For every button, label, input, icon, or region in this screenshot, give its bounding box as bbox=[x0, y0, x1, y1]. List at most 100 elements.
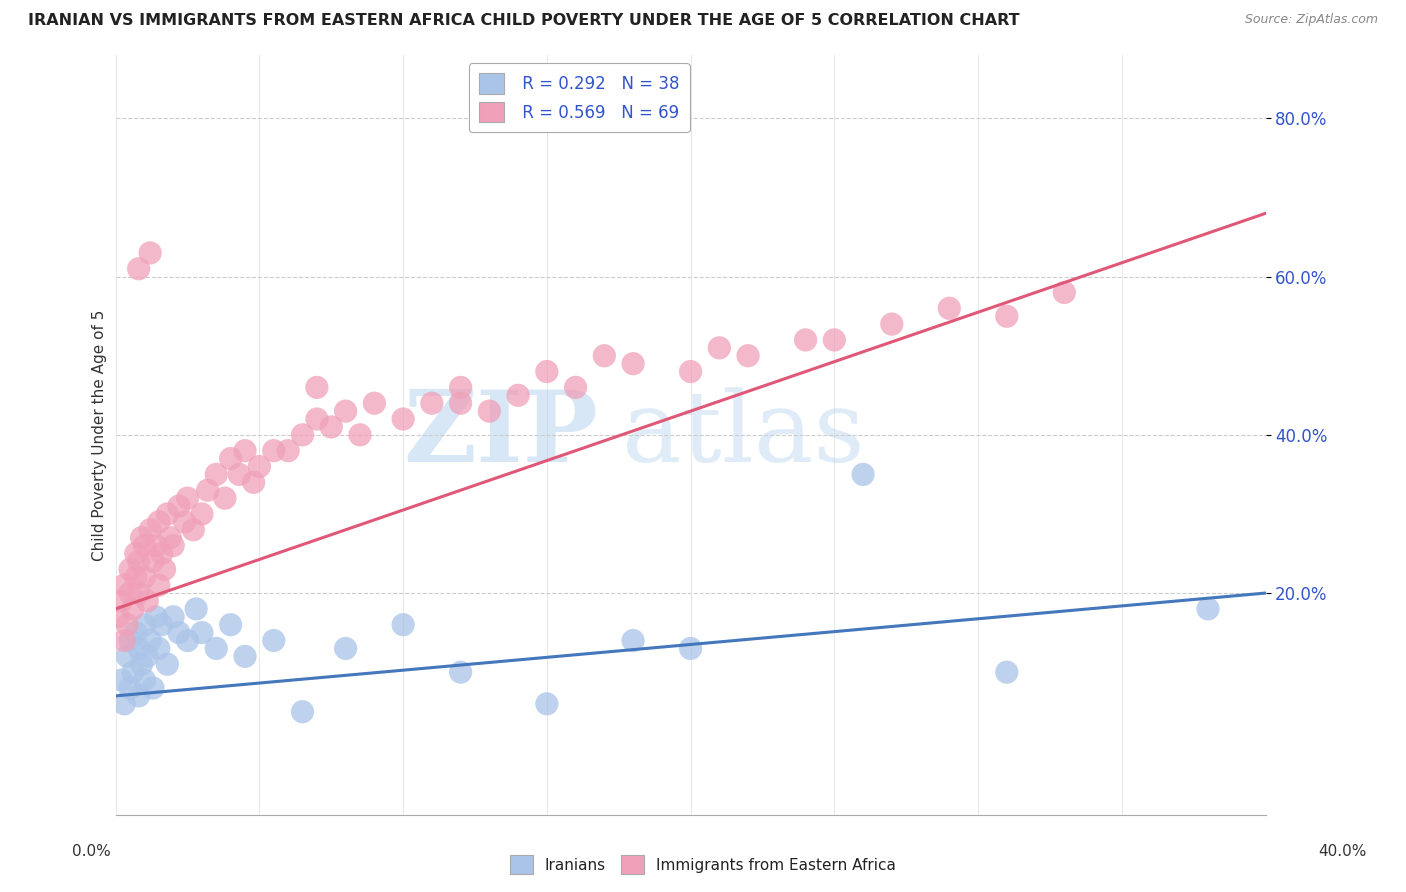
Point bbox=[128, 689, 150, 703]
Point bbox=[118, 562, 141, 576]
Point bbox=[118, 633, 141, 648]
Point bbox=[148, 641, 170, 656]
Point bbox=[321, 420, 343, 434]
Point bbox=[167, 625, 190, 640]
Point bbox=[122, 665, 145, 680]
Point bbox=[536, 697, 558, 711]
Point bbox=[995, 309, 1018, 323]
Point bbox=[709, 341, 731, 355]
Point bbox=[450, 665, 472, 680]
Text: IRANIAN VS IMMIGRANTS FROM EASTERN AFRICA CHILD POVERTY UNDER THE AGE OF 5 CORRE: IRANIAN VS IMMIGRANTS FROM EASTERN AFRIC… bbox=[28, 13, 1019, 29]
Point bbox=[128, 261, 150, 276]
Point bbox=[564, 380, 586, 394]
Point bbox=[122, 602, 145, 616]
Point bbox=[536, 365, 558, 379]
Point bbox=[305, 380, 328, 394]
Point bbox=[291, 427, 314, 442]
Point bbox=[142, 554, 165, 568]
Point bbox=[115, 617, 138, 632]
Point bbox=[167, 499, 190, 513]
Point bbox=[228, 467, 250, 482]
Point bbox=[186, 602, 208, 616]
Point bbox=[128, 586, 150, 600]
Point bbox=[392, 617, 415, 632]
Point bbox=[115, 649, 138, 664]
Point bbox=[794, 333, 817, 347]
Point bbox=[392, 412, 415, 426]
Point bbox=[153, 562, 176, 576]
Point bbox=[1053, 285, 1076, 300]
Point bbox=[118, 586, 141, 600]
Point bbox=[420, 396, 443, 410]
Point bbox=[156, 507, 179, 521]
Text: Source: ZipAtlas.com: Source: ZipAtlas.com bbox=[1244, 13, 1378, 27]
Point bbox=[145, 609, 167, 624]
Point bbox=[150, 547, 173, 561]
Point bbox=[162, 609, 184, 624]
Point bbox=[148, 515, 170, 529]
Point bbox=[242, 475, 264, 490]
Point bbox=[156, 657, 179, 672]
Point bbox=[131, 531, 153, 545]
Point bbox=[1197, 602, 1219, 616]
Point bbox=[176, 491, 198, 505]
Point bbox=[679, 365, 702, 379]
Legend: Iranians, Immigrants from Eastern Africa: Iranians, Immigrants from Eastern Africa bbox=[503, 849, 903, 880]
Point bbox=[136, 649, 159, 664]
Point bbox=[139, 633, 162, 648]
Point bbox=[621, 357, 644, 371]
Point bbox=[349, 427, 371, 442]
Point bbox=[191, 507, 214, 521]
Point bbox=[450, 380, 472, 394]
Point bbox=[305, 412, 328, 426]
Point bbox=[995, 665, 1018, 680]
Point bbox=[233, 649, 256, 664]
Point bbox=[219, 617, 242, 632]
Point bbox=[197, 483, 219, 498]
Point bbox=[136, 594, 159, 608]
Point bbox=[107, 609, 129, 624]
Point bbox=[118, 681, 141, 695]
Point bbox=[142, 681, 165, 695]
Point bbox=[737, 349, 759, 363]
Point bbox=[125, 625, 148, 640]
Point bbox=[162, 539, 184, 553]
Y-axis label: Child Poverty Under the Age of 5: Child Poverty Under the Age of 5 bbox=[93, 310, 107, 560]
Point bbox=[233, 443, 256, 458]
Point bbox=[191, 625, 214, 640]
Point bbox=[176, 633, 198, 648]
Point bbox=[110, 673, 132, 687]
Point bbox=[134, 673, 156, 687]
Text: 40.0%: 40.0% bbox=[1319, 845, 1367, 859]
Text: ZIP: ZIP bbox=[404, 386, 599, 483]
Point bbox=[145, 539, 167, 553]
Point bbox=[335, 404, 357, 418]
Point bbox=[205, 467, 228, 482]
Point bbox=[679, 641, 702, 656]
Point bbox=[112, 578, 135, 592]
Point bbox=[128, 554, 150, 568]
Point bbox=[263, 633, 285, 648]
Point bbox=[277, 443, 299, 458]
Point bbox=[363, 396, 385, 410]
Point bbox=[110, 594, 132, 608]
Point bbox=[219, 451, 242, 466]
Point bbox=[173, 515, 195, 529]
Point bbox=[263, 443, 285, 458]
Point bbox=[621, 633, 644, 648]
Point bbox=[214, 491, 236, 505]
Point bbox=[880, 317, 903, 331]
Point bbox=[852, 467, 875, 482]
Point bbox=[139, 523, 162, 537]
Point bbox=[134, 539, 156, 553]
Point bbox=[335, 641, 357, 656]
Point bbox=[131, 657, 153, 672]
Point bbox=[134, 617, 156, 632]
Point bbox=[593, 349, 616, 363]
Point bbox=[125, 570, 148, 584]
Point bbox=[139, 246, 162, 260]
Point bbox=[134, 570, 156, 584]
Point bbox=[112, 633, 135, 648]
Point bbox=[247, 459, 270, 474]
Point bbox=[112, 697, 135, 711]
